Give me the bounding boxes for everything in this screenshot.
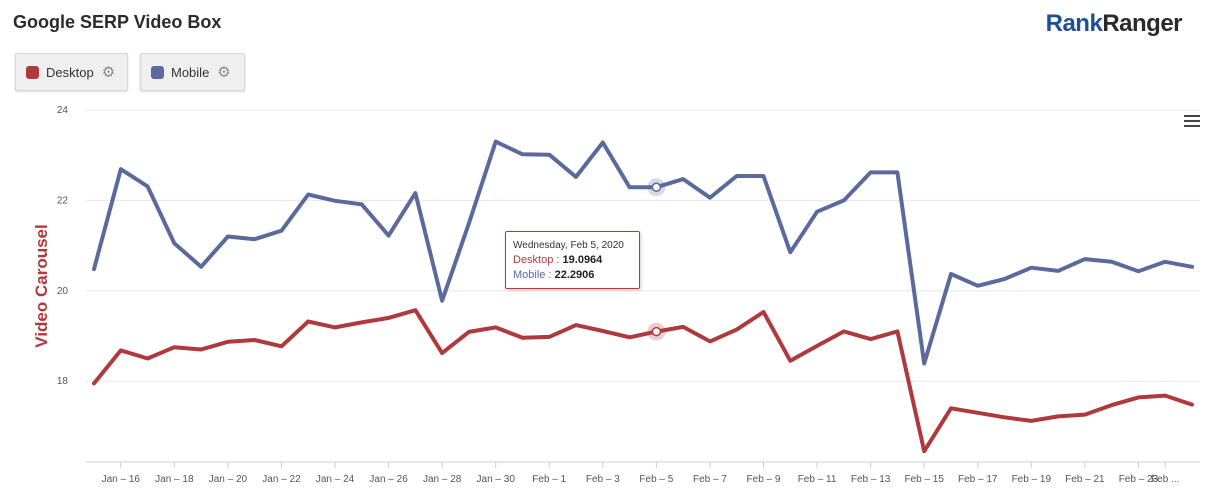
series-line-desktop <box>92 308 1194 454</box>
x-tick-label: Feb ... <box>1151 474 1179 485</box>
hamburger-menu-icon[interactable] <box>1184 115 1200 130</box>
y-axis-label: Video Carousel <box>32 224 51 347</box>
gridlines <box>86 109 1200 382</box>
brand-logo-ranger: Ranger <box>1102 10 1182 37</box>
legend-mobile-button[interactable]: Mobile ⚙ <box>140 53 245 91</box>
chart-tooltip: Wednesday, Feb 5, 2020 Desktop : 19.0964… <box>505 231 640 289</box>
series-line-mobile <box>92 139 1194 366</box>
x-tick-label: Feb – 3 <box>586 474 620 485</box>
x-tick-label: Jan – 24 <box>316 474 355 485</box>
tooltip-desktop-value: 19.0964 <box>562 254 603 266</box>
x-tick-label: Feb – 7 <box>693 474 727 485</box>
hover-point-desktop <box>651 326 662 337</box>
series-lines <box>92 139 1194 454</box>
x-tick-label: Feb – 15 <box>904 474 944 485</box>
gear-icon[interactable]: ⚙ <box>217 63 231 81</box>
x-tick-label: Feb – 11 <box>798 474 837 485</box>
tooltip-mobile-value: 22.2906 <box>554 269 595 281</box>
tooltip-desktop-label: Desktop <box>513 254 554 266</box>
tooltip-mobile-label: Mobile <box>513 269 546 281</box>
x-tick-label: Jan – 28 <box>423 474 462 485</box>
x-tick-label: Jan – 22 <box>262 474 301 485</box>
brand-logo-rank: Rank <box>1045 10 1103 37</box>
legend-desktop-label: Desktop <box>46 64 94 80</box>
x-tick-label: Jan – 26 <box>369 474 408 485</box>
brand-logo[interactable]: RankRanger <box>1045 10 1183 38</box>
y-axis-ticks: 18 20 22 24 <box>57 105 69 387</box>
y-tick-label: 20 <box>57 286 69 297</box>
y-tick-label: 18 <box>57 376 69 387</box>
x-tick-label: Jan – 20 <box>209 474 248 485</box>
x-axis: Jan – 16 Jan – 18 Jan – 20 Jan – 22 Jan – 24… <box>86 461 1200 485</box>
x-tick-label: Feb – 17 <box>958 474 998 485</box>
x-tick-label: Feb – 5 <box>639 474 673 485</box>
x-tick-label: Feb – 23 <box>1119 474 1159 485</box>
x-tick-label: Jan – 16 <box>102 474 141 485</box>
x-tick-label: Jan – 30 <box>477 474 516 485</box>
hover-point-mobile <box>651 182 662 192</box>
x-tick-label: Feb – 9 <box>747 474 781 485</box>
tooltip-date: Wednesday, Feb 5, 2020 <box>513 240 624 251</box>
x-tick-label: Feb – 21 <box>1065 474 1105 485</box>
y-tick-label: 24 <box>57 105 69 116</box>
x-tick-label: Jan – 18 <box>155 474 194 485</box>
legend-mobile-label: Mobile <box>171 64 210 80</box>
x-tick-label: Feb – 13 <box>851 474 891 485</box>
legend-desktop-button[interactable]: Desktop ⚙ <box>15 53 128 91</box>
y-tick-label: 22 <box>57 195 69 206</box>
desktop-swatch <box>26 65 39 79</box>
chart-title: Google SERP Video Box <box>13 12 222 32</box>
gear-icon[interactable]: ⚙ <box>101 63 116 81</box>
x-tick-label: Feb – 19 <box>1012 474 1052 485</box>
x-tick-label: Feb – 1 <box>532 474 566 485</box>
mobile-swatch <box>151 65 164 79</box>
hover-markers <box>647 178 666 341</box>
